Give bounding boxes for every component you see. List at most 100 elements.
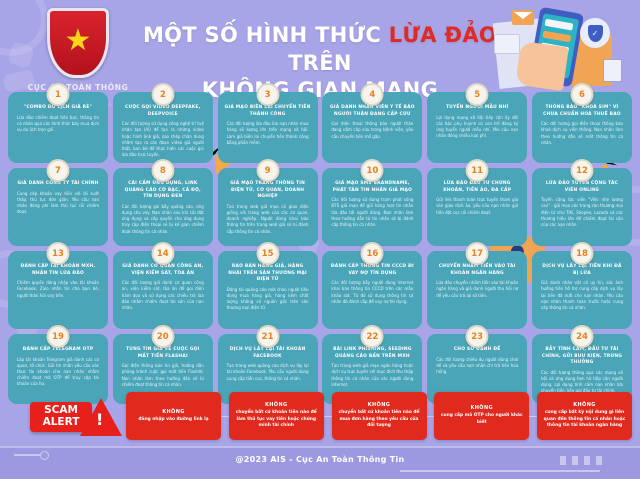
warning-banner[interactable]: KHÔNG chuyển bất cứ khoản tiền nào để làm… — [228, 392, 324, 440]
card-body: Các đối tượng gọi điện thoại thông báo k… — [540, 121, 623, 145]
banner-heading: KHÔNG — [573, 402, 596, 409]
card-title: ĐÁNH CẮP TÀI KHOẢN MXH, NHẮN TIN LỪA ĐẢO — [20, 264, 96, 276]
scam-card[interactable]: 4 GIẢ DANH NHÂN VIÊN Y TẾ BÁO NGƯỜI THÂN … — [322, 83, 423, 163]
card-body: Các đối tượng chiêu dụ người dùng chơi đ… — [436, 356, 519, 374]
warning-banner-list: KHÔNG đăng nhập vào đường link lạ KHÔNG ch… — [126, 392, 632, 440]
scam-card[interactable]: 19 ĐÁNH CẮP TELEGRAM OTP Lập tài khoản Tel… — [8, 325, 108, 404]
scam-card[interactable]: 13 ĐÁNH CẮP TÀI KHOẢN MXH, NHẮN TIN LỪA Đ… — [8, 242, 108, 329]
card-title: CUỘC GỌI VIDEO DEEPFAKE, DEEPVOICE — [125, 105, 201, 117]
scam-card[interactable]: 16 ĐÁNH CẮP THÔNG TIN CCCD ĐI VAY NỢ TÍN … — [322, 242, 423, 329]
card-title: LỪA ĐẢO ĐẦU TƯ CHỨNG KHOÁN, TIỀN ẢO, ĐA … — [443, 181, 512, 193]
title-part-1: MỘT SỐ HÌNH THỨC — [142, 23, 389, 47]
scam-card[interactable]: 17 CHUYỂN NHẦM TIỀN VÀO TÀI KHOẢN NGÂN HÀ… — [427, 242, 528, 329]
scam-text-line2: ALERT — [42, 416, 80, 428]
scam-card[interactable]: 20 TUNG TIN GIẢ VỀ CUỘC GỌI MẤT TIỀN FLAS… — [112, 325, 213, 404]
card-title: BẪY TÌNH CẢM, ĐẦU TƯ TÀI CHÍNH, GỬI BƯU … — [541, 347, 623, 366]
scam-card[interactable]: 7 GIẢ DANH CÔNG TY TÀI CHÍNH Cung cấp khoả… — [8, 159, 108, 246]
scam-card[interactable]: 9 GIẢ MẠO TRANG THÔNG TIN ĐIỆN TỬ, CƠ QUA… — [217, 159, 318, 246]
image-icon — [494, 34, 520, 54]
footer-decoration — [40, 451, 49, 460]
card-number: 19 — [46, 325, 70, 348]
warning-banner[interactable]: KHÔNG chuyển bất cứ khoản tiền nào để mua… — [331, 392, 427, 440]
card-number: 14 — [151, 242, 175, 265]
card-title: GIẢ MẠO SMS BRANDNAME, PHÁT TÁN TIN NHẮN… — [332, 181, 413, 193]
warning-triangle-icon — [80, 398, 122, 436]
footer-decoration — [560, 456, 566, 465]
footer-divider — [0, 446, 640, 448]
card-number: 12 — [570, 159, 594, 182]
card-body: Các đối tượng bẫy người dùng internet kh… — [331, 280, 414, 304]
scam-card[interactable]: 6 THÔNG BÁO "KHOÁ SIM" VÌ CHƯA CHUẨN HOÁ … — [531, 83, 632, 163]
scam-card[interactable]: 3 GIẢ MẠO BIÊN LAI CHUYỂN TIỀN THÀNH CÔNG… — [217, 83, 318, 163]
warning-section: SCAM ALERT ! KHÔNG đăng nhập vào đường li… — [8, 392, 632, 442]
card-title: RAO BÁN HÀNG GIẢ, HÀNG NHÁI TRÊN SÀN THƯ… — [228, 264, 307, 283]
warning-banner[interactable]: KHÔNG đăng nhập vào đường link lạ — [126, 392, 221, 440]
card-body: Các đối tượng thông qua các mạng xã hội … — [540, 369, 623, 394]
banner-text: chuyển bất cứ khoản tiền nào để làm thủ … — [235, 410, 317, 429]
title-highlight: LỪA ĐẢO — [388, 23, 498, 47]
card-body: Các đối tượng lừa đảo lừa nạn nhân mua h… — [226, 121, 309, 145]
card-title: GIẢ MẠO TRANG THÔNG TIN ĐIỆN TỬ, CƠ QUAN… — [230, 181, 306, 200]
copyright-text: @2023 AIS - Cục An Toàn Thông Tin — [235, 455, 405, 464]
scam-card[interactable]: 15 RAO BÁN HÀNG GIẢ, HÀNG NHÁI TRÊN SÀN T… — [217, 242, 318, 329]
card-title: LỪA ĐẢO TUYỂN CỘNG TÁC VIÊN ONLINE — [545, 181, 619, 193]
envelope-icon — [512, 10, 534, 25]
scam-card[interactable]: 18 DỊCH VỤ LẤY LẠI TIỀN KHI ĐÃ BỊ LỪA Giả … — [531, 242, 632, 329]
scam-text-line1: SCAM — [44, 404, 78, 417]
banner-heading: KHÔNG — [162, 408, 185, 415]
warning-banner[interactable]: KHÔNG cung cấp bất kỳ nội dung gì liên qu… — [537, 392, 632, 440]
card-number: 3 — [256, 83, 280, 106]
card-number: 10 — [360, 159, 384, 182]
card-title: CHO SỐ ĐÁNH ĐỀ — [453, 347, 501, 352]
card-number: 9 — [256, 159, 280, 182]
title-part-3: TRÊN — [288, 50, 352, 75]
card-number: 13 — [46, 242, 70, 265]
agency-logo: ★ CỤC AN TOÀN THÔNG TIN AUTHORITY OF INF… — [22, 8, 134, 108]
scam-card[interactable]: 2 CUỘC GỌI VIDEO DEEPFAKE, DEEPVOICE Các đ… — [112, 83, 213, 163]
card-number: 20 — [151, 325, 175, 348]
shield-star-icon: ★ — [47, 8, 109, 78]
card-title: DỊCH VỤ LẤY LẠI TÀI KHOẢN FACEBOOK — [229, 347, 306, 359]
footer: @2023 AIS - Cục An Toàn Thông Tin — [0, 446, 640, 479]
card-title: GIẢ MẠO BIÊN LAI CHUYỂN TIỀN THÀNH CÔNG — [224, 105, 311, 117]
card-row-4: 19 ĐÁNH CẮP TELEGRAM OTP Lập tài khoản Tel… — [8, 325, 632, 404]
scam-card[interactable]: 11 LỪA ĐẢO ĐẦU TƯ CHỨNG KHOÁN, TIỀN ẢO, Đ… — [427, 159, 528, 246]
header: ★ CỤC AN TOÀN THÔNG TIN AUTHORITY OF INF… — [0, 0, 640, 108]
card-body: Tạo trang web quảng cáo dịch vụ lấy lại … — [226, 363, 309, 381]
card-title: ĐÁNH CẮP THÔNG TIN CCCD ĐI VAY NỢ TÍN DỤ… — [330, 264, 414, 276]
page-title: MỘT SỐ HÌNH THỨC LỪA ĐẢO TRÊN KHÔNG GIAN… — [120, 22, 520, 105]
shield-check-icon: ✓ — [587, 24, 603, 42]
card-title: "COMBO DU LỊCH GIÁ RẺ" — [23, 105, 93, 110]
card-title: GIẢ DANH NHÂN VIÊN Y TẾ BÁO NGƯỜI THÂN Đ… — [330, 105, 415, 117]
scam-card[interactable]: 12 LỪA ĐẢO TUYỂN CỘNG TÁC VIÊN ONLINE Tuyể… — [531, 159, 632, 246]
footer-decoration — [400, 470, 600, 472]
banner-text: cung cấp mã OTP cho người khác biết — [440, 413, 523, 425]
card-number: 21 — [256, 325, 280, 348]
scam-card[interactable]: 10 GIẢ MẠO SMS BRANDNAME, PHÁT TÁN TIN NH… — [322, 159, 423, 246]
card-body: Tạo trang web giả mạo có giao diện giống… — [226, 203, 309, 234]
card-title: GIẢ DANH CƠ QUAN CÔNG AN, VIỆN KIỂM SÁT,… — [122, 264, 204, 276]
card-title: THÔNG BÁO "KHOÁ SIM" VÌ CHƯA CHUẨN HOÁ T… — [543, 105, 621, 117]
warning-banner[interactable]: KHÔNG cung cấp mã OTP cho người khác biết — [434, 392, 530, 440]
card-body: Các đối tượng sử dụng trạm phát sóng BTS… — [331, 197, 414, 227]
scam-card[interactable]: 14 GIẢ DANH CƠ QUAN CÔNG AN, VIỆN KIỂM SÁ… — [112, 242, 213, 329]
card-number: 18 — [570, 242, 594, 265]
card-body: Các đối tượng gài bẫy quảng cáo, ứng dụn… — [121, 203, 204, 234]
card-number: 2 — [151, 83, 175, 106]
card-number: 1 — [46, 83, 70, 106]
scam-card[interactable]: 8 CÀI CẮM ỨNG DỤNG, LINK QUẢNG CÁO CỜ BẠC… — [112, 159, 213, 246]
card-title: TUNG TIN GIẢ VỀ CUỘC GỌI MẤT TIỀN FLASHA… — [126, 347, 200, 359]
connector-line — [320, 416, 342, 417]
card-number: 4 — [360, 83, 384, 106]
card-number: 17 — [465, 242, 489, 265]
scam-card[interactable]: 5 TUYỂN NGƯỜI MẪU NHÍ Lợi dụng mạng xã hội… — [427, 83, 528, 163]
card-body: Tuyển cộng tác viên "Việc nhẹ lương cao"… — [540, 197, 623, 227]
card-number: 7 — [46, 159, 70, 182]
banner-heading: KHÔNG — [264, 402, 288, 409]
scam-card[interactable]: 1 "COMBO DU LỊCH GIÁ RẺ" Lừa đảo chiếm đoạ… — [8, 83, 108, 163]
card-body: Các đối tượng giả danh cơ quan công an, … — [121, 280, 204, 310]
card-title: TUYỂN NGƯỜI MẪU NHÍ — [445, 105, 509, 110]
card-body: Lợi dụng mạng xã hội tiếp cận ấy đối các… — [436, 114, 519, 139]
banner-text: cung cấp bất kỳ nội dung gì liên quan đế… — [543, 410, 626, 429]
